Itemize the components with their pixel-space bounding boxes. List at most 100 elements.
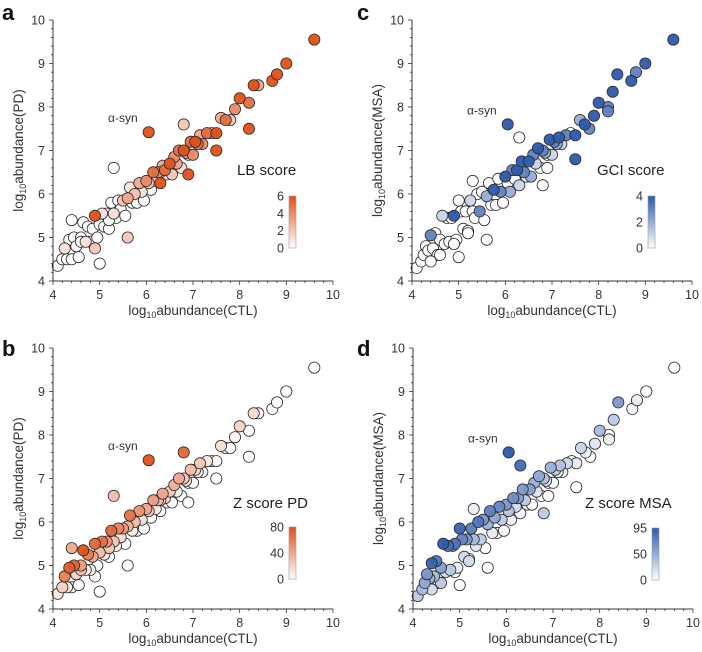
panel-a: a4 5 6 7 8 9 1045678910log10abundance(CTL)log1…: [2, 0, 340, 320]
x-label-rest: abundance(CTL): [156, 303, 257, 318]
data-point: [121, 192, 134, 205]
data-point: [513, 179, 526, 192]
x-tick-label: 10: [686, 616, 700, 630]
y-tick-label: 6: [38, 516, 45, 530]
y-tick-label: 4: [38, 603, 45, 617]
data-point: [631, 394, 644, 407]
x-label-log: log: [128, 631, 146, 646]
x-tick-label: 4: [410, 616, 417, 630]
data-point: [466, 174, 479, 187]
data-point: [593, 424, 606, 437]
data-point: [65, 214, 78, 227]
x-axis-label: log10abundance(CTL): [128, 303, 257, 320]
data-point: [514, 459, 527, 472]
data-point: [177, 118, 190, 131]
data-point: [119, 209, 132, 222]
x-tick-label: 7: [549, 288, 556, 302]
data-point: [437, 537, 450, 550]
data-points: [51, 33, 321, 272]
x-label-log: log: [128, 303, 146, 318]
data-point: [480, 233, 493, 246]
data-point: [603, 433, 616, 446]
data-point: [473, 205, 486, 218]
x-label-log: log: [487, 303, 505, 318]
y-tick-label: 10: [390, 14, 404, 28]
data-point: [667, 33, 680, 46]
data-point: [210, 144, 223, 157]
x-axis-label: log10abundance(CTL): [128, 631, 257, 648]
data-point: [56, 581, 69, 594]
y-axis-label: log10abundance(MSA): [371, 412, 388, 545]
data-point: [462, 555, 475, 568]
y-label-log: log: [11, 194, 26, 212]
x-tick-label: 10: [685, 288, 699, 302]
colorbar: [651, 527, 660, 581]
x-tick-label: 5: [456, 616, 463, 630]
data-point: [93, 257, 106, 270]
colorbar-tick-label: 0: [277, 242, 284, 256]
data-point: [184, 463, 197, 476]
y-label-subscript: 10: [378, 517, 388, 527]
data-point: [592, 96, 605, 109]
colorbar-tick-label: 40: [270, 547, 284, 561]
data-point: [210, 127, 223, 140]
data-point: [497, 524, 510, 537]
x-tick-label: 6: [143, 288, 150, 302]
colorbar-tick-label: 0: [636, 242, 643, 256]
data-point: [154, 177, 167, 190]
data-point: [163, 157, 176, 170]
x-tick-label: 8: [236, 288, 243, 302]
data-point: [578, 118, 591, 131]
data-point: [588, 109, 601, 122]
y-tick-label: 7: [398, 472, 405, 486]
y-label-rest: abundance(MSA): [371, 412, 386, 517]
y-tick-label: 7: [38, 472, 45, 486]
colorbar-tick-label: 95: [633, 522, 647, 536]
panel-c: c4 5 6 7 8 9 1045678910log10abundance(CTL)log1…: [357, 0, 699, 320]
y-tick-label: 10: [31, 14, 45, 28]
colorbar-tick-label: 6: [277, 190, 284, 204]
data-point: [640, 385, 653, 398]
x-label-rest: abundance(CTL): [515, 303, 616, 318]
y-label-subscript: 10: [18, 184, 28, 194]
data-point: [516, 483, 529, 496]
data-point: [233, 420, 246, 433]
x-tick-label: 4: [50, 616, 57, 630]
colorbar-tick-label: 2: [277, 224, 284, 238]
y-tick-label: 5: [397, 231, 404, 245]
data-point: [483, 505, 496, 518]
y-tick-label: 8: [38, 101, 45, 115]
x-tick-label: 8: [596, 616, 603, 630]
x-tick-label: 10: [326, 288, 340, 302]
data-point: [501, 118, 514, 131]
data-point: [72, 579, 85, 592]
data-point: [472, 516, 485, 529]
data-point: [569, 153, 582, 166]
colorbar-tick-label: 0: [640, 574, 647, 588]
y-tick-label: 7: [38, 144, 45, 158]
data-point: [247, 407, 260, 420]
data-point: [121, 231, 134, 244]
data-points: [411, 361, 681, 603]
alpha-syn-annotation: α-syn: [108, 111, 138, 125]
x-label-rest: abundance(CTL): [516, 631, 617, 646]
data-point: [668, 361, 681, 374]
data-point: [607, 413, 620, 426]
x-tick-label: 4: [50, 288, 57, 302]
data-point: [544, 461, 557, 474]
y-tick-label: 9: [38, 57, 45, 71]
data-point: [513, 131, 526, 144]
data-point: [433, 248, 446, 261]
panel-letter: c: [357, 0, 369, 25]
x-axis-label: log10abundance(CTL): [488, 631, 617, 648]
x-tick-label: 8: [595, 288, 602, 302]
x-label-log: log: [488, 631, 506, 646]
y-label-log: log: [370, 199, 385, 217]
data-point: [532, 142, 545, 155]
x-tick-label: 7: [550, 616, 557, 630]
y-tick-label: 8: [398, 429, 405, 443]
data-point: [270, 68, 283, 81]
data-point: [424, 229, 437, 242]
colorbar-tick-label: 2: [636, 216, 643, 230]
data-point: [502, 446, 515, 459]
